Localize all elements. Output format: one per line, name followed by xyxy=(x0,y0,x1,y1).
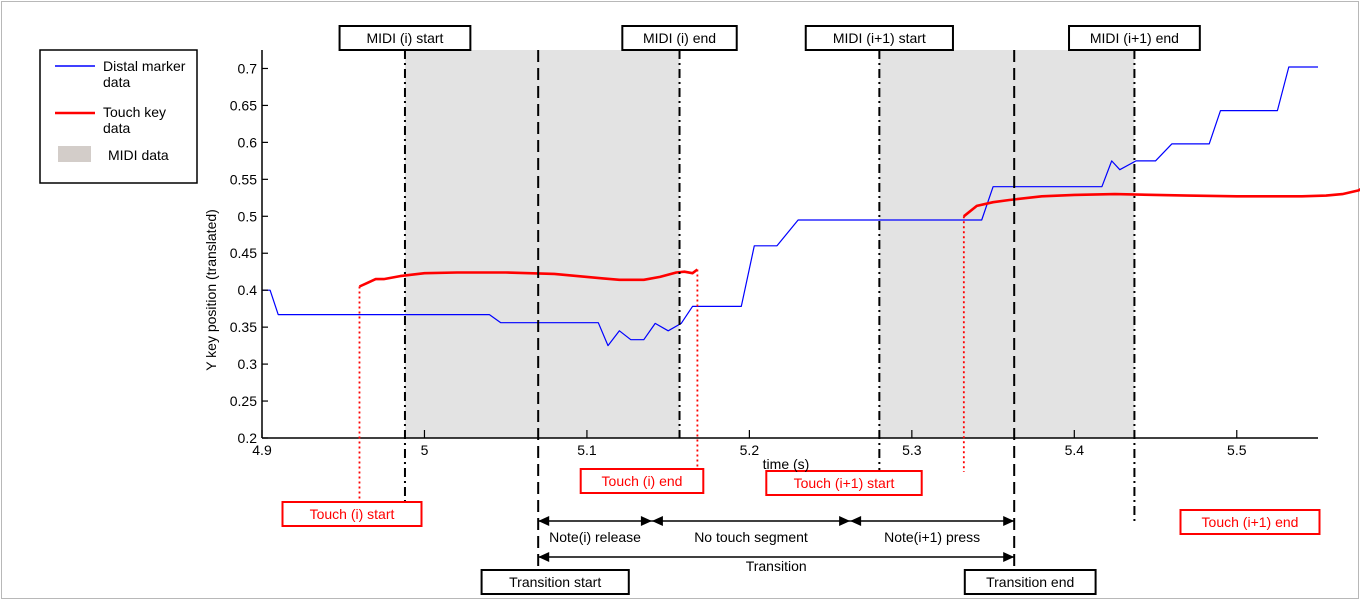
touch-label-2-frame xyxy=(579,468,705,494)
x-axis-label: time (s) xyxy=(763,456,810,472)
segment-arrowhead-left-2 xyxy=(651,516,663,526)
touch-label-1-frame xyxy=(281,501,423,527)
touch-label-1: Touch (i) start xyxy=(310,506,395,522)
transition-label-1-box: Transition start xyxy=(480,569,630,595)
midi-label-4: MIDI (i+1) end xyxy=(1090,30,1179,46)
midi-label-2: MIDI (i) end xyxy=(643,30,716,46)
touch-label-3-frame xyxy=(765,470,923,496)
y-tick-label: 0.65 xyxy=(230,97,257,113)
y-tick-label: 0.5 xyxy=(238,208,258,224)
midi-regions xyxy=(404,50,1135,438)
x-tick-label: 5.4 xyxy=(1065,442,1085,458)
touch-label-3-box: Touch (i+1) start xyxy=(765,470,923,496)
segment-arrowhead-left-4 xyxy=(538,552,550,562)
segment-arrowhead-left-1 xyxy=(538,516,550,526)
legend-swatch-midi xyxy=(58,146,91,162)
x-tick-label: 5.1 xyxy=(577,442,597,458)
touch-label-2: Touch (i) end xyxy=(602,473,683,489)
midi-region-2 xyxy=(879,50,1135,438)
y-tick-label: 0.6 xyxy=(238,134,258,150)
segment-label-2: No touch segment xyxy=(694,529,808,545)
legend-label-line: data xyxy=(103,74,130,90)
legend-label-midi: MIDI data xyxy=(108,147,169,163)
y-tick-label: 0.45 xyxy=(230,245,257,261)
touch-label-4: Touch (i+1) end xyxy=(1202,514,1299,530)
legend-label-touch-key: Touch key data xyxy=(103,104,166,136)
transition-label-1-frame xyxy=(480,569,630,595)
y-tick-label: 0.55 xyxy=(230,171,257,187)
y-tick-label: 0.35 xyxy=(230,319,257,335)
legend-label-line: Touch key xyxy=(103,104,166,120)
segment-label-3: Note(i+1) press xyxy=(884,529,980,545)
touch-label-4-box: Touch (i+1) end xyxy=(1179,509,1321,535)
touch-key-line-1 xyxy=(358,268,699,288)
legend-label-line: data xyxy=(103,120,130,136)
x-tick-label: 5.3 xyxy=(902,442,922,458)
touch-label-4-frame xyxy=(1179,509,1321,535)
y-tick-label: 0.4 xyxy=(238,282,258,298)
y-tick-label: 0.7 xyxy=(238,60,258,76)
midi-label-1: MIDI (i) start xyxy=(366,30,443,46)
midi-label-4-frame xyxy=(1068,25,1201,51)
segment-label-4: Transition xyxy=(746,558,807,574)
midi-label-3-frame xyxy=(804,25,954,51)
midi-label-3-box: MIDI (i+1) start xyxy=(804,25,954,51)
touch-label-2-box: Touch (i) end xyxy=(579,468,705,494)
midi-label-3: MIDI (i+1) start xyxy=(833,30,926,46)
segment-label-1: Note(i) release xyxy=(549,529,641,545)
midi-label-4-box: MIDI (i+1) end xyxy=(1068,25,1201,51)
segment-arrowhead-left-3 xyxy=(850,516,862,526)
touch-label-1-box: Touch (i) start xyxy=(281,501,423,527)
axes: 0.2 0.25 0.3 0.35 0.4 0.45 0.5 0.55 0.6 0.65 0.7 4.… xyxy=(230,50,1318,458)
transition-label-2-frame xyxy=(963,569,1097,595)
midi-label-1-box: MIDI (i) start xyxy=(338,25,472,51)
y-tick-label: 0.25 xyxy=(230,393,257,409)
touch-key-line-2 xyxy=(962,187,1360,218)
x-tick-label: 5.5 xyxy=(1227,442,1247,458)
midi-label-2-frame xyxy=(621,25,738,51)
y-tick-label: 0.3 xyxy=(238,356,258,372)
y-tick-label: 0.2 xyxy=(238,430,258,446)
x-tick-label: 4.9 xyxy=(252,442,272,458)
touch-label-3: Touch (i+1) start xyxy=(794,475,895,491)
segment-arrowhead-right-3 xyxy=(1003,516,1015,526)
segment-arrowhead-right-2 xyxy=(839,516,851,526)
midi-label-1-frame xyxy=(338,25,472,51)
midi-region-1 xyxy=(404,50,680,438)
segment-arrowhead-right-4 xyxy=(1003,552,1015,562)
x-tick-label: 5 xyxy=(421,442,429,458)
transition-label-2: Transition end xyxy=(986,574,1074,590)
y-axis-label: Y key position (translated) xyxy=(203,209,219,371)
legend-label-line: Distal marker xyxy=(103,58,186,74)
x-tick-label: 5.2 xyxy=(740,442,760,458)
transition-label-2-box: Transition end xyxy=(963,569,1097,595)
midi-label-2-box: MIDI (i) end xyxy=(621,25,738,51)
segment-arrowhead-right-1 xyxy=(640,516,652,526)
distal-marker-line-1 xyxy=(262,66,1318,347)
series-layer xyxy=(262,66,1360,347)
transition-label-1: Transition start xyxy=(509,574,601,590)
annotations: MIDI (i) start MIDI (i) end MIDI (i+1) sta… xyxy=(281,25,1321,595)
legend-label-distal-marker: Distal marker data xyxy=(103,58,186,90)
